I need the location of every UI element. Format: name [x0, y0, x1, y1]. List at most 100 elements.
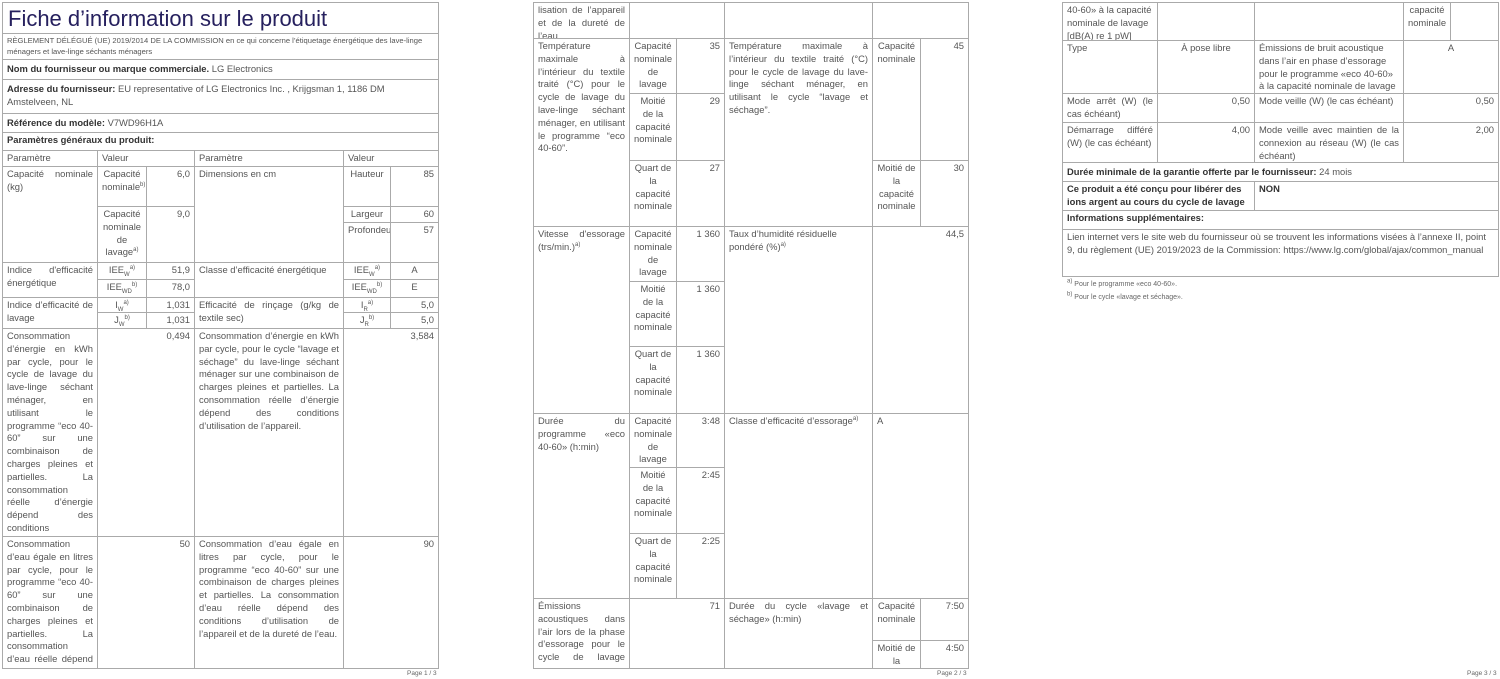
superscript: a) — [574, 241, 581, 248]
load-value: 2:25 — [676, 533, 725, 599]
noise-value-text: 71 — [709, 600, 720, 611]
load-label: Capacité nominale de lavage — [629, 38, 677, 94]
capacity-label-text: Capacité nominale (kg) — [7, 168, 93, 192]
load-value: 1 360 — [676, 226, 725, 282]
table-cell — [724, 2, 873, 39]
width-label-text: Largeur — [350, 208, 384, 219]
load-label: Capacité nominale de lavage — [629, 413, 677, 468]
load-value: 2:45 — [676, 467, 725, 534]
load-label: Moitié de la capacité nominale — [629, 467, 677, 534]
load-label: Capacité nominale de lavage — [629, 226, 677, 282]
warranty-row-value: 24 mois — [1319, 166, 1352, 177]
wd-duration-label: Durée du cycle «lavage et séchage» (h:mi… — [724, 598, 873, 669]
moisture-value: 44,5 — [872, 226, 969, 414]
load-label: Moitié de la capacité nominale — [872, 160, 921, 227]
table-cell — [1157, 2, 1255, 41]
spin-class-value-text: A — [877, 415, 884, 426]
load-label-text: Capacité nominale de lavage — [634, 415, 673, 465]
header-valeur-text: Valeur — [102, 152, 129, 163]
noise-label-text: Émissions acoustiques dans l’air lors de… — [538, 600, 625, 668]
value-text: 1,031 — [166, 314, 190, 325]
footnote: b) Pour le cycle «lavage et séchage». — [1067, 291, 1183, 301]
load-value: 7:50 — [920, 598, 969, 641]
value: 78,0 — [146, 279, 195, 298]
load-label: Capacité nominale — [872, 38, 921, 161]
capacity-value-text: 6,0 — [176, 168, 190, 179]
load-value-text: 45 — [953, 40, 964, 51]
subscript: W — [124, 271, 130, 278]
continued-text: 40-60» à la capacité nominale de lavage … — [1062, 2, 1158, 41]
height-label-text: Hauteur — [350, 168, 384, 179]
superscript: a) — [123, 299, 129, 306]
value: A — [390, 262, 439, 280]
noise-class-label: Émissions de bruit acoustique dans l’air… — [1254, 40, 1404, 94]
load-label: Capacité nominale — [872, 598, 921, 641]
load-label: capacité nominale — [1403, 2, 1451, 41]
value-text: 5,0 — [420, 314, 434, 325]
load-value: 30 — [920, 160, 969, 227]
capacity-label: Capacité nominale (kg) — [2, 166, 98, 263]
load-label: Moitié de la — [872, 640, 921, 669]
superscript: b) — [140, 181, 146, 188]
key: IEEWa) — [343, 262, 391, 280]
silver-ions-value-text: NON — [1259, 183, 1280, 194]
water-wash-value-text: 50 — [179, 538, 190, 549]
load-label-text: capacité nominale — [1408, 4, 1447, 28]
moisture-label: Taux d’humidité résiduelle pondéré (%)a) — [724, 226, 873, 414]
value-text: 1,031 — [166, 299, 190, 310]
supplier-row-label: Nom du fournisseur ou marque commerciale… — [7, 63, 210, 74]
energy-wash-label-text: Consommation d’énergie en kWh par cycle,… — [7, 330, 93, 536]
capacity-sub-text: Capacité nominale — [102, 168, 141, 192]
standby-label-text: Mode veille (W) (le cas échéant) — [1259, 95, 1394, 106]
load-value: 1 360 — [676, 346, 725, 414]
value: 51,9 — [146, 262, 195, 280]
depth-label-text: Profondeur — [348, 224, 391, 235]
value: 5,0 — [390, 312, 439, 329]
capacity-value: 6,0 — [146, 166, 195, 207]
water-wd-value: 90 — [343, 536, 439, 669]
page-number: Page 1 / 3 — [407, 670, 437, 677]
water-wash-label-text: Consommation d’eau égale en litres par c… — [7, 538, 93, 668]
header-parametre-text: Paramètre — [199, 152, 243, 163]
load-label-text: Moitié de la capacité nominale — [634, 469, 673, 519]
subscript: W — [117, 306, 124, 313]
spin-class-value: A — [872, 413, 969, 599]
energy-wash-value-text: 0,494 — [166, 330, 190, 341]
off-mode-value-text: 0,50 — [1231, 95, 1250, 106]
footnote-text: Pour le programme «eco 40-60». — [1074, 281, 1178, 288]
footnote: a) Pour le programme «eco 40-60». — [1067, 279, 1178, 288]
energy-wd-value-text: 3,584 — [410, 330, 434, 341]
load-label-text: Capacité nominale de lavage — [634, 228, 673, 278]
footnote-marker: b) — [1067, 291, 1073, 298]
spin-label-text: Vitesse d'essorage (trs/min.) — [538, 228, 625, 252]
load-label-text: Quart de la capacité nominale — [634, 535, 673, 585]
extra-info-heading: Informations supplémentaires: — [1062, 210, 1499, 230]
load-value-text: 4:50 — [945, 642, 964, 653]
load-label-text: Capacité nominale — [877, 40, 916, 64]
load-value: 45 — [920, 38, 969, 161]
water-wd-label: Consommation d’eau égale en litres par c… — [194, 536, 344, 669]
energy-class-label: Classe d’efficacité énergétique — [194, 262, 344, 298]
wd-duration-label-text: Durée du cycle «lavage et séchage» (h:mi… — [729, 600, 868, 624]
key-text: IEE — [353, 264, 370, 275]
noise-value: 71 — [629, 598, 725, 669]
key-text: IEE — [351, 281, 367, 292]
load-label-text: Moitié de la capacité nominale — [634, 283, 673, 333]
load-label: Quart de la capacité nominale — [629, 160, 677, 227]
dimensions-label-text: Dimensions en cm — [199, 168, 277, 179]
superscript: a) — [133, 247, 139, 254]
superscript: b) — [124, 314, 130, 321]
eei-label-text: Indice d'efficacité énergétique — [7, 264, 93, 288]
load-label: Moitié de la capacité nominale — [629, 93, 677, 161]
key-text: I — [115, 299, 118, 310]
width-value-text: 60 — [423, 208, 434, 219]
energy-wash-value: 0,494 — [97, 328, 195, 537]
value: 1,031 — [146, 312, 195, 329]
dimensions-label: Dimensions en cm — [194, 166, 344, 263]
general-params-heading-text: Paramètres généraux du produit: — [7, 134, 155, 145]
moisture-value-text: 44,5 — [945, 228, 964, 239]
address-row-label: Adresse du fournisseur: — [7, 83, 116, 94]
load-value-text: 35 — [709, 40, 720, 51]
load-value: 3:48 — [676, 413, 725, 468]
width-value: 60 — [390, 206, 439, 223]
